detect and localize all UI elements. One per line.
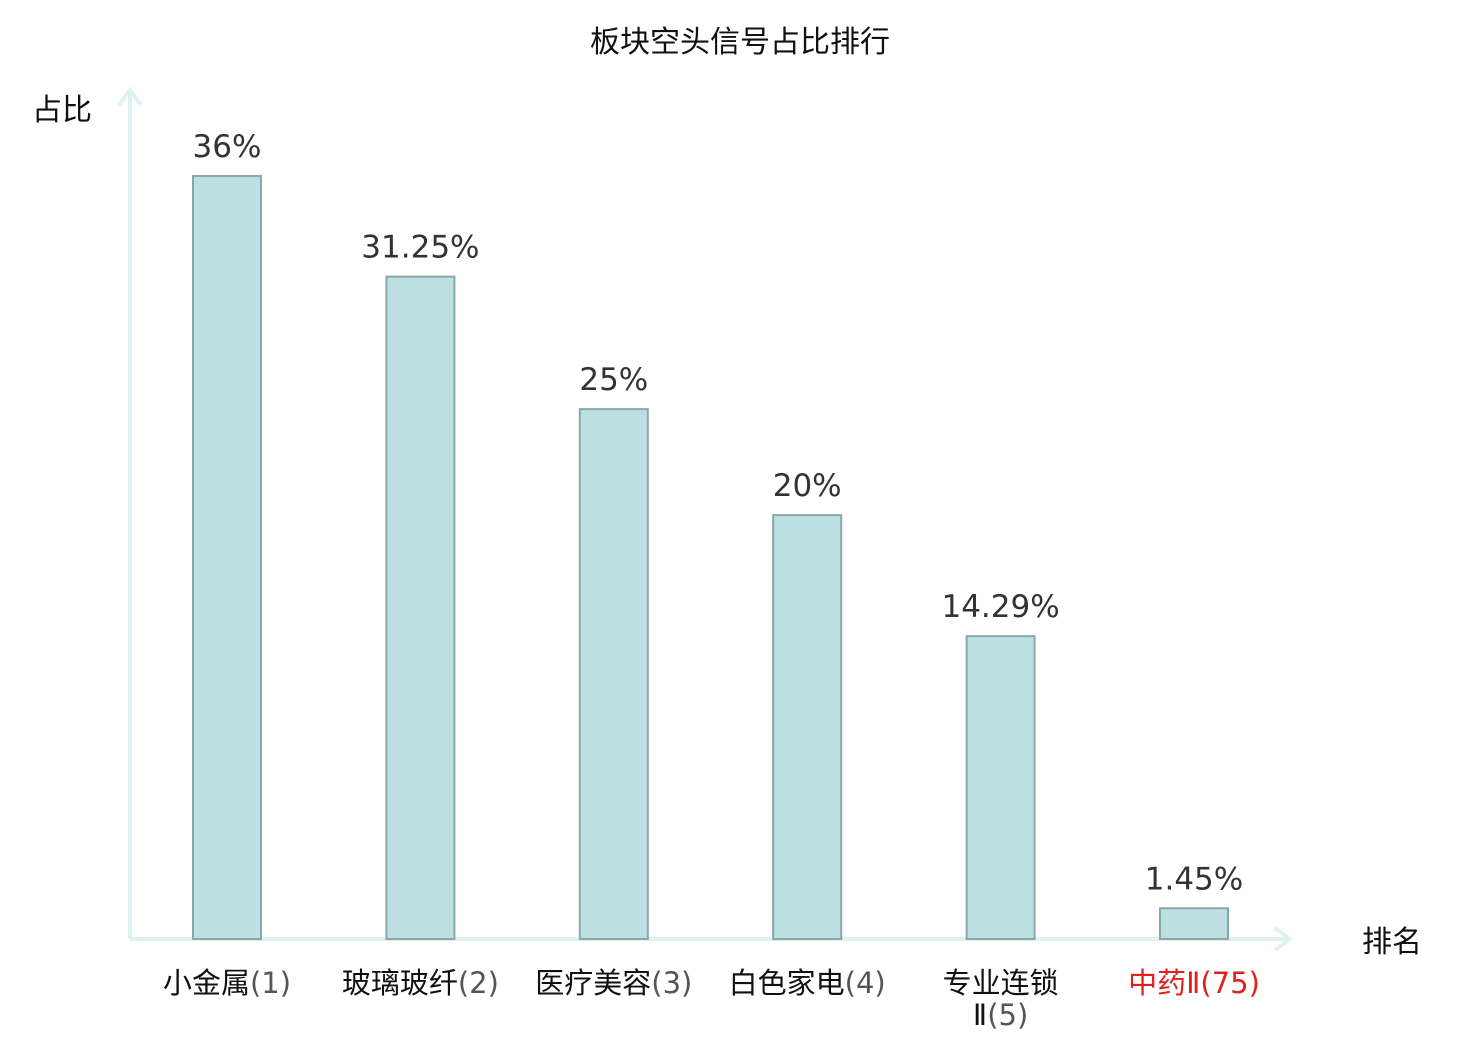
category-rank: (1): [250, 966, 291, 1000]
category-label: 中药Ⅱ(75): [1128, 966, 1260, 1000]
y-axis-label: 占比: [32, 93, 92, 128]
chart-title: 板块空头信号占比排行: [590, 25, 890, 60]
category-label-line2: Ⅱ(5): [973, 998, 1028, 1032]
bar: [772, 514, 843, 940]
category-name-suffix: Ⅱ: [973, 998, 987, 1032]
bar-value-label: 14.29%: [941, 589, 1059, 625]
bar: [578, 408, 649, 940]
bar: [192, 175, 262, 940]
category-label: 医疗美容(3): [535, 966, 692, 1000]
category-name: 小金属: [163, 966, 250, 1000]
x-axis-label: 排名: [1362, 925, 1422, 960]
axes: [117, 86, 1294, 952]
bar-value-label: 36%: [193, 129, 262, 165]
bar-value-label: 31.25%: [361, 230, 479, 266]
category-label: 白色家电(4): [729, 966, 886, 1000]
category-label: 小金属(1): [163, 966, 291, 1000]
bar-value-label: 20%: [773, 468, 842, 504]
bar: [1159, 907, 1229, 941]
category-name: 医疗美容: [535, 966, 651, 1000]
category-rank: (2): [458, 966, 499, 1000]
category-label: 专业连锁: [943, 966, 1059, 1000]
bar: [385, 275, 456, 941]
category-name: 白色家电: [729, 966, 845, 1000]
bar: [965, 635, 1036, 941]
category-name: 玻璃玻纤: [342, 966, 458, 1000]
category-label: 玻璃玻纤(2): [342, 966, 499, 1000]
category-name: 专业连锁: [943, 966, 1059, 1000]
category-rank: (5): [987, 998, 1028, 1032]
category-name: 中药Ⅱ: [1128, 966, 1200, 1000]
x-axis-arrow: [1273, 926, 1294, 952]
bars-group: 36%小金属(1)31.25%玻璃玻纤(2)25%医疗美容(3)20%白色家电(…: [163, 129, 1260, 1032]
category-rank: (4): [845, 966, 886, 1000]
category-rank: (3): [651, 966, 692, 1000]
bar-value-label: 25%: [579, 362, 648, 398]
bar-value-label: 1.45%: [1145, 861, 1243, 897]
category-rank: (75): [1200, 966, 1260, 1000]
y-axis-arrow: [117, 86, 143, 107]
